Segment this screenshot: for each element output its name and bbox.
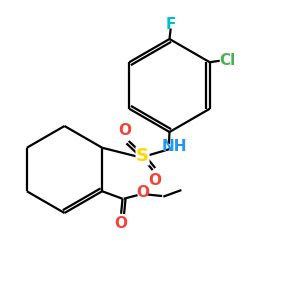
Text: Cl: Cl bbox=[219, 53, 235, 68]
Text: O: O bbox=[148, 173, 162, 188]
Text: F: F bbox=[166, 17, 176, 32]
Text: O: O bbox=[118, 123, 132, 138]
Text: O: O bbox=[115, 217, 128, 232]
Text: S: S bbox=[136, 147, 149, 165]
Text: O: O bbox=[136, 185, 149, 200]
Text: NH: NH bbox=[162, 139, 187, 154]
